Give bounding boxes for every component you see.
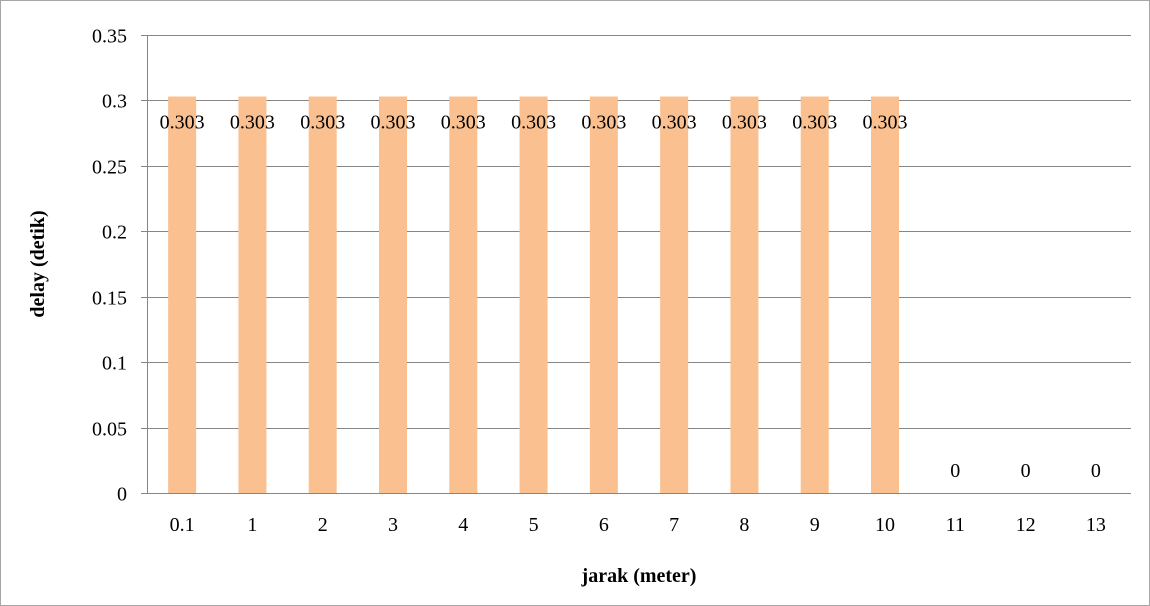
y-tick-label: 0.35 [92,26,127,48]
y-tick-label: 0.25 [92,157,127,179]
data-label: 0.303 [863,112,908,134]
y-tick-label: 0.1 [102,353,127,375]
data-label: 0.303 [581,112,626,134]
data-label: 0 [1091,460,1101,482]
y-tick-label: 0 [117,484,127,506]
x-tick-label: 8 [739,514,749,536]
bar [800,96,829,493]
x-tick-label: 0.1 [170,514,195,536]
x-tick-label: 7 [669,514,679,536]
x-tick-label: 9 [810,514,820,536]
data-label: 0.303 [160,112,205,134]
bar [660,96,689,493]
bar [730,96,759,493]
data-label: 0.303 [441,112,486,134]
axes [141,35,1131,494]
y-tick-label: 0.2 [102,222,127,244]
x-tick-label: 2 [318,514,328,536]
y-tick-label: 0.05 [92,419,127,441]
bar [168,96,197,493]
x-tick-label: 13 [1086,514,1106,536]
x-tick-labels: 0.1 1 2 3 4 5 6 7 8 9 10 11 12 13 [170,514,1106,536]
data-labels: 0.303 0.303 0.303 0.303 0.303 0.303 0.303 0.303… [160,112,1101,482]
bar [379,96,407,493]
bar [589,96,618,493]
x-tick-label: 1 [247,514,257,536]
x-tick-label: 4 [458,514,468,536]
x-axis-title: jarak (meter) [581,565,697,587]
data-label: 0 [950,460,960,482]
x-tick-label: 11 [946,514,965,536]
data-label: 0.303 [230,112,275,134]
y-tick-label: 0.3 [102,91,127,113]
bar [308,96,337,493]
data-label: 0.303 [722,112,767,134]
bar [449,96,478,493]
y-axis-title: delay (detik) [27,210,49,317]
data-label: 0 [1021,460,1031,482]
bar [871,96,899,493]
bars [168,96,899,493]
x-tick-label: 12 [1016,514,1036,536]
x-tick-label: 3 [388,514,398,536]
data-label: 0.303 [371,112,416,134]
data-label: 0.303 [792,112,837,134]
data-label: 0.303 [300,112,345,134]
y-tick-label: 0.15 [92,288,127,310]
bar [519,96,548,493]
y-tick-labels: 0 0.05 0.1 0.15 0.2 0.25 0.3 0.35 [92,26,127,506]
gridlines [147,35,1131,429]
bar [238,96,267,493]
x-tick-label: 6 [599,514,609,536]
x-tick-label: 10 [875,514,895,536]
data-label: 0.303 [652,112,697,134]
x-tick-label: 5 [529,514,539,536]
data-label: 0.303 [511,112,556,134]
